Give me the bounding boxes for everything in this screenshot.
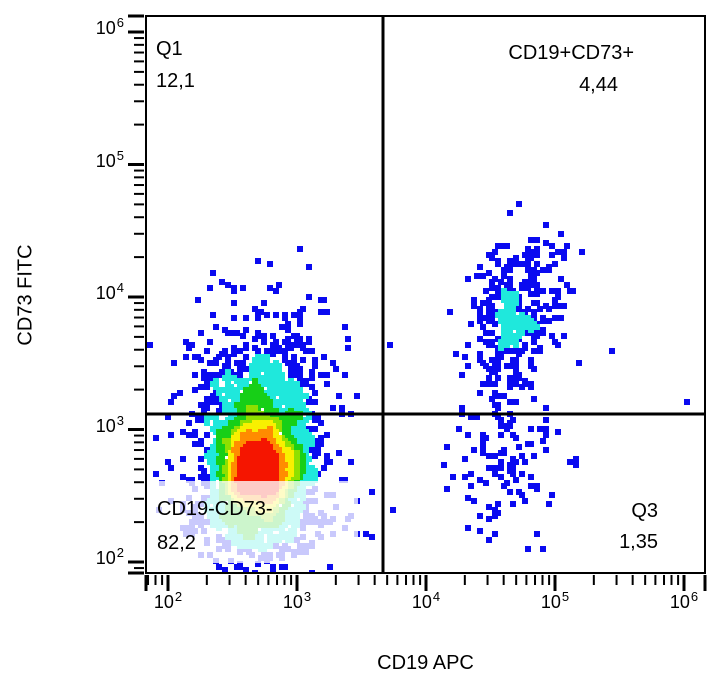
plot-border [145, 15, 706, 574]
density-dots [147, 201, 690, 573]
axis-ticks [128, 14, 707, 591]
